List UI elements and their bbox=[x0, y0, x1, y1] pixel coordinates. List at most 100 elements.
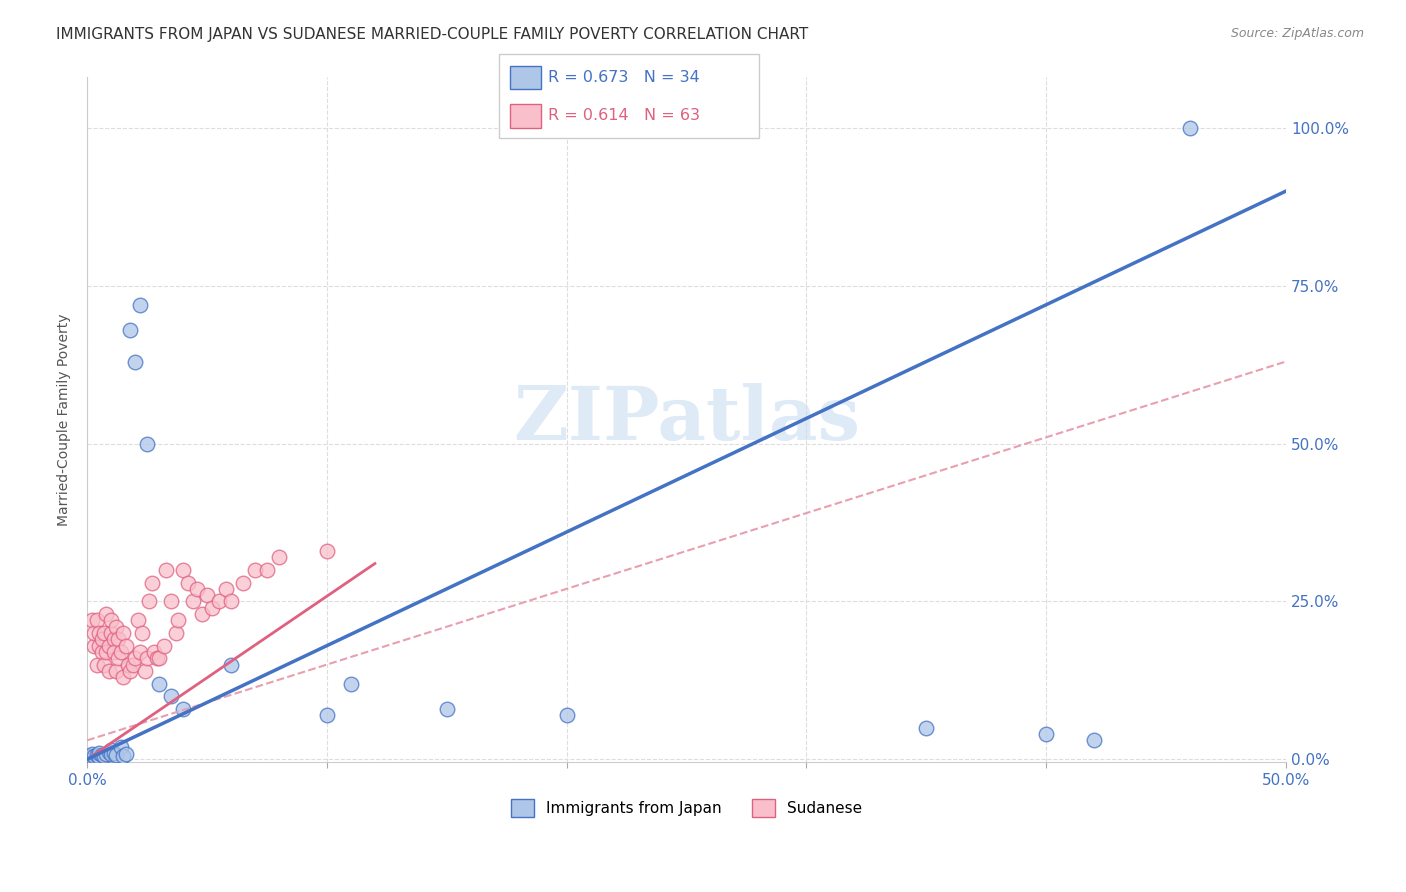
Point bbox=[103, 746, 125, 760]
Point bbox=[121, 657, 143, 672]
Point bbox=[219, 594, 242, 608]
Point bbox=[96, 607, 118, 621]
Point bbox=[83, 639, 105, 653]
Point bbox=[201, 600, 224, 615]
Point bbox=[232, 575, 254, 590]
Y-axis label: Married-Couple Family Poverty: Married-Couple Family Poverty bbox=[58, 314, 72, 526]
Point bbox=[103, 645, 125, 659]
Point bbox=[93, 626, 115, 640]
Point bbox=[124, 354, 146, 368]
Point bbox=[93, 749, 115, 764]
Point bbox=[97, 745, 120, 759]
Point bbox=[131, 626, 153, 640]
Point bbox=[172, 563, 194, 577]
Point bbox=[89, 746, 111, 760]
Point bbox=[90, 747, 112, 762]
Point bbox=[138, 594, 160, 608]
Point bbox=[114, 747, 136, 762]
Point bbox=[90, 632, 112, 647]
Point bbox=[110, 645, 132, 659]
Point bbox=[97, 664, 120, 678]
Point bbox=[120, 323, 142, 337]
Point bbox=[79, 749, 101, 764]
Text: R = 0.673   N = 34: R = 0.673 N = 34 bbox=[548, 70, 700, 85]
Point bbox=[79, 749, 101, 764]
Point bbox=[86, 657, 108, 672]
Point bbox=[97, 639, 120, 653]
Point bbox=[172, 702, 194, 716]
Point bbox=[127, 613, 149, 627]
Point bbox=[110, 739, 132, 754]
Point bbox=[195, 588, 218, 602]
Point bbox=[155, 563, 177, 577]
Point bbox=[177, 575, 200, 590]
Point bbox=[100, 626, 122, 640]
Point bbox=[104, 620, 127, 634]
Point bbox=[160, 689, 183, 703]
Point bbox=[107, 632, 129, 647]
Point bbox=[107, 651, 129, 665]
Point bbox=[1035, 727, 1057, 741]
Point bbox=[96, 747, 118, 762]
Point bbox=[191, 607, 214, 621]
Point bbox=[86, 613, 108, 627]
Point bbox=[96, 645, 118, 659]
Text: IMMIGRANTS FROM JAPAN VS SUDANESE MARRIED-COUPLE FAMILY POVERTY CORRELATION CHAR: IMMIGRANTS FROM JAPAN VS SUDANESE MARRIE… bbox=[56, 27, 808, 42]
Point bbox=[80, 750, 103, 764]
Point bbox=[165, 626, 187, 640]
Point bbox=[100, 613, 122, 627]
Point bbox=[104, 664, 127, 678]
Point bbox=[153, 639, 176, 653]
Point bbox=[112, 749, 135, 764]
Point bbox=[136, 436, 159, 450]
Point bbox=[219, 657, 242, 672]
Point bbox=[136, 651, 159, 665]
Point bbox=[83, 626, 105, 640]
Text: R = 0.614   N = 63: R = 0.614 N = 63 bbox=[548, 109, 700, 123]
Point bbox=[89, 626, 111, 640]
Point bbox=[915, 721, 938, 735]
Point bbox=[148, 651, 170, 665]
Point bbox=[167, 613, 190, 627]
Point bbox=[93, 657, 115, 672]
Point bbox=[120, 664, 142, 678]
Point bbox=[80, 747, 103, 762]
Point bbox=[100, 747, 122, 762]
Point bbox=[181, 594, 204, 608]
Legend: Immigrants from Japan, Sudanese: Immigrants from Japan, Sudanese bbox=[505, 792, 869, 823]
Point bbox=[340, 676, 363, 690]
Point bbox=[148, 676, 170, 690]
Point bbox=[143, 645, 166, 659]
Point bbox=[86, 748, 108, 763]
Point bbox=[112, 670, 135, 684]
Point bbox=[100, 743, 122, 757]
Point bbox=[80, 613, 103, 627]
Point bbox=[555, 708, 578, 723]
Point bbox=[103, 632, 125, 647]
Point bbox=[83, 749, 105, 764]
Point bbox=[117, 657, 139, 672]
Point bbox=[141, 575, 163, 590]
Point bbox=[104, 747, 127, 762]
Point bbox=[436, 702, 458, 716]
Point bbox=[90, 645, 112, 659]
Text: ZIPatlas: ZIPatlas bbox=[513, 384, 860, 457]
Point bbox=[256, 563, 278, 577]
Point bbox=[186, 582, 208, 596]
Point bbox=[145, 651, 167, 665]
Point bbox=[316, 544, 339, 558]
Point bbox=[215, 582, 238, 596]
Point bbox=[208, 594, 231, 608]
Point bbox=[1178, 120, 1201, 135]
Point bbox=[134, 664, 156, 678]
Point bbox=[80, 750, 103, 764]
Point bbox=[267, 550, 290, 565]
Point bbox=[89, 639, 111, 653]
Point bbox=[1083, 733, 1105, 747]
Point bbox=[243, 563, 266, 577]
Text: Source: ZipAtlas.com: Source: ZipAtlas.com bbox=[1230, 27, 1364, 40]
Point bbox=[316, 708, 339, 723]
Point bbox=[124, 651, 146, 665]
Point bbox=[89, 749, 111, 764]
Point bbox=[129, 298, 152, 312]
